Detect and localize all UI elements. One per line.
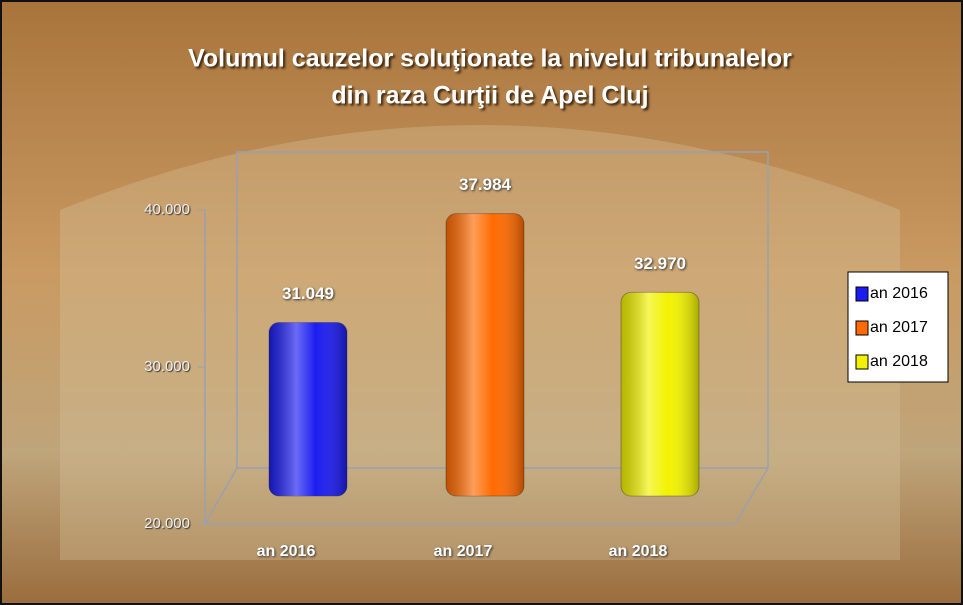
chart-title: din raza Curţii de Apel Cluj [331, 82, 648, 110]
legend-label: an 2017 [870, 319, 928, 336]
legend-label: an 2016 [870, 285, 928, 302]
y-tick-label: 30.000 [144, 358, 190, 375]
y-tick-label: 40.000 [144, 201, 190, 218]
x-tick-label: an 2017 [434, 543, 493, 560]
bar-shine [446, 214, 524, 496]
x-tick-label: an 2016 [257, 543, 316, 560]
chart-title: Volumul cauzelor soluţionate la nivelul … [188, 45, 792, 73]
value-label: 32.970 [634, 254, 686, 273]
x-tick-label: an 2018 [609, 543, 668, 560]
chart: Volumul cauzelor soluţionate la nivelul … [0, 0, 963, 605]
legend-swatch [856, 321, 868, 335]
bar-shine [269, 323, 347, 496]
y-tick-label: 20.000 [144, 515, 190, 532]
legend-label: an 2018 [870, 353, 928, 370]
bar-shine [621, 292, 699, 496]
value-label: 37.984 [459, 175, 512, 194]
legend-swatch [856, 355, 868, 369]
legend-swatch [856, 287, 868, 301]
value-label: 31.049 [282, 284, 334, 303]
